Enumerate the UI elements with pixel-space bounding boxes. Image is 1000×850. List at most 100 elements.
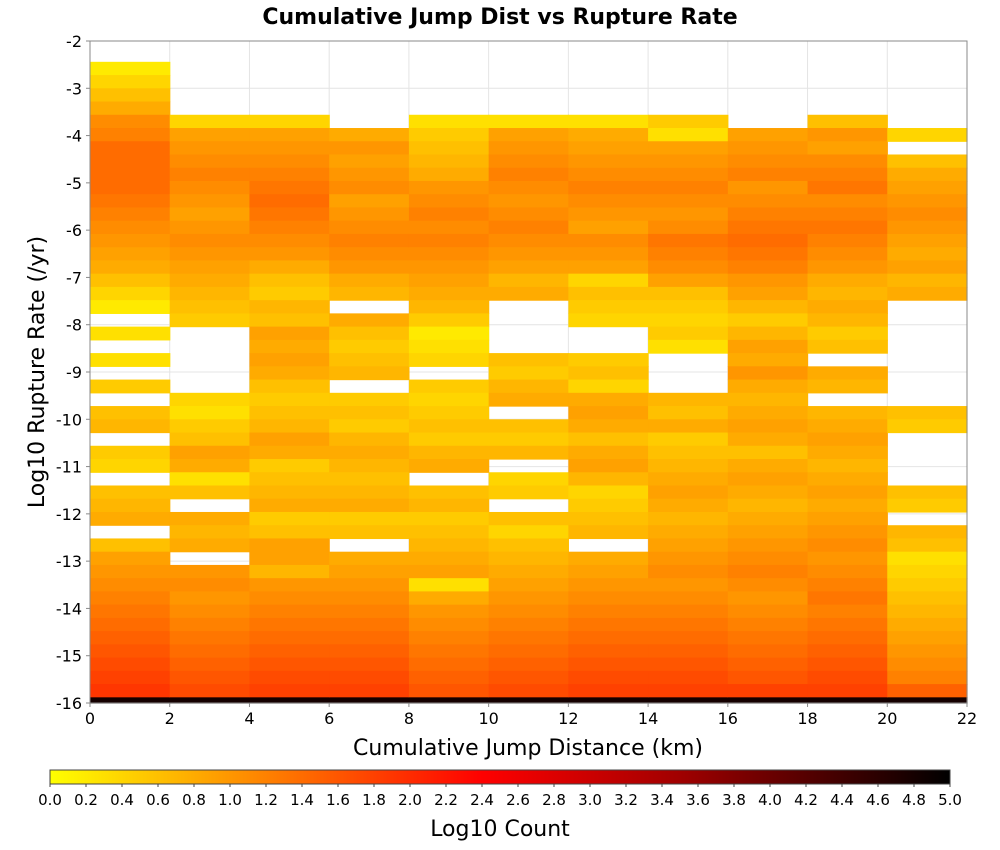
heatmap-cell	[568, 220, 649, 235]
heatmap-cell	[249, 366, 330, 381]
heatmap-cell	[329, 525, 410, 540]
heatmap-cell	[249, 459, 330, 473]
heatmap-cell	[648, 247, 729, 262]
heatmap-cell	[488, 697, 569, 704]
heatmap-cell	[648, 114, 729, 129]
heatmap-cell	[648, 286, 729, 301]
heatmap-cell	[90, 644, 171, 659]
heatmap-cell	[90, 684, 171, 698]
heatmap-cell	[807, 525, 888, 540]
heatmap-cell	[90, 260, 171, 275]
heatmap-cell	[408, 114, 490, 129]
heatmap-cell	[488, 353, 569, 367]
colorbar-tick-label-24: 4.8	[902, 791, 926, 809]
heatmap-cell	[488, 392, 569, 407]
heatmap-cell	[807, 564, 888, 579]
heatmap-cell	[648, 670, 729, 685]
heatmap-cell	[329, 697, 410, 704]
heatmap-cell	[727, 591, 809, 606]
heatmap-cell	[568, 406, 649, 420]
heatmap-cell	[648, 644, 729, 659]
heatmap-cell	[169, 220, 251, 235]
heatmap-cell	[249, 697, 330, 704]
heatmap-cell	[568, 511, 649, 526]
heatmap-cell	[329, 141, 410, 156]
heatmap-cell	[408, 313, 490, 328]
heatmap-cell	[329, 167, 410, 182]
heatmap-cell	[727, 286, 809, 301]
heatmap-cell	[887, 233, 968, 248]
heatmap-cell	[90, 154, 171, 169]
heatmap-cell	[329, 180, 410, 195]
colorbar-tick-label-11: 2.2	[434, 791, 458, 809]
heatmap-cell	[648, 591, 729, 606]
heatmap-cell	[329, 631, 410, 645]
colorbar-tick-label-1: 0.2	[74, 791, 98, 809]
heatmap-cell	[169, 419, 251, 434]
heatmap-cell	[90, 591, 171, 606]
heatmap-cell	[329, 247, 410, 262]
heatmap-cell	[887, 604, 968, 619]
heatmap-cell	[329, 339, 410, 354]
heatmap-cell	[408, 392, 490, 407]
heatmap-cell	[727, 432, 809, 447]
heatmap-cell	[648, 300, 729, 314]
heatmap-cell	[408, 657, 490, 672]
heatmap-cell	[408, 247, 490, 262]
heatmap-cell	[807, 313, 888, 328]
heatmap-cell	[807, 578, 888, 593]
y-tick-label-7: -9	[66, 363, 82, 382]
heatmap-cell	[887, 260, 968, 275]
heatmap-cell	[169, 167, 251, 182]
heatmap-cell	[488, 485, 569, 500]
heatmap-cell	[169, 485, 251, 500]
heatmap-cell	[568, 247, 649, 262]
heatmap-cell	[408, 194, 490, 209]
heatmap-cell	[169, 273, 251, 288]
heatmap-cell	[90, 379, 171, 394]
heatmap-cell	[648, 445, 729, 460]
heatmap-cell	[807, 128, 888, 142]
heatmap-cell	[249, 591, 330, 606]
heatmap-cell	[887, 591, 968, 606]
y-tick-label-0: -2	[66, 32, 82, 51]
heatmap-cell	[408, 141, 490, 156]
heatmap-cell	[488, 617, 569, 632]
heatmap-cell	[568, 154, 649, 169]
colorbar-tick-label-0: 0.0	[38, 791, 62, 809]
heatmap-cell	[727, 578, 809, 593]
heatmap-cell	[727, 670, 809, 685]
heatmap-cell	[329, 657, 410, 672]
heatmap-cell	[329, 445, 410, 460]
heatmap-cell	[568, 617, 649, 632]
heatmap-cell	[727, 551, 809, 566]
heatmap-cell	[249, 273, 330, 288]
heatmap-cell	[568, 485, 649, 500]
heatmap-cell	[249, 286, 330, 301]
heatmap-cell	[408, 260, 490, 275]
heatmap-cell	[90, 604, 171, 619]
y-tick-label-11: -13	[56, 552, 82, 571]
heatmap-cell	[249, 167, 330, 182]
heatmap-cell	[568, 419, 649, 434]
heatmap-cell	[90, 167, 171, 182]
heatmap-cell	[249, 670, 330, 685]
heatmap-cell	[329, 472, 410, 487]
heatmap-cell	[329, 617, 410, 632]
heatmap-cell	[727, 406, 809, 420]
heatmap-cell	[887, 657, 968, 672]
heatmap-cell	[90, 114, 171, 129]
heatmap-cell	[807, 194, 888, 209]
heatmap-cell	[169, 286, 251, 301]
heatmap-cell	[249, 233, 330, 248]
colorbar-ticks: 0.0 0.2 0.4 0.6 0.8 1.0 1.2 1.4 1.6 1.8 2.0 2.2 2.4 2…	[38, 784, 962, 809]
heatmap-cell	[807, 167, 888, 182]
heatmap-cell	[648, 511, 729, 526]
heatmap-cell	[727, 260, 809, 275]
y-tick-label-3: -5	[66, 174, 82, 193]
heatmap-cell	[568, 432, 649, 447]
heatmap-cell	[568, 445, 649, 460]
heatmap-cell	[169, 313, 251, 328]
heatmap-cell	[648, 498, 729, 513]
heatmap-cell	[887, 631, 968, 645]
